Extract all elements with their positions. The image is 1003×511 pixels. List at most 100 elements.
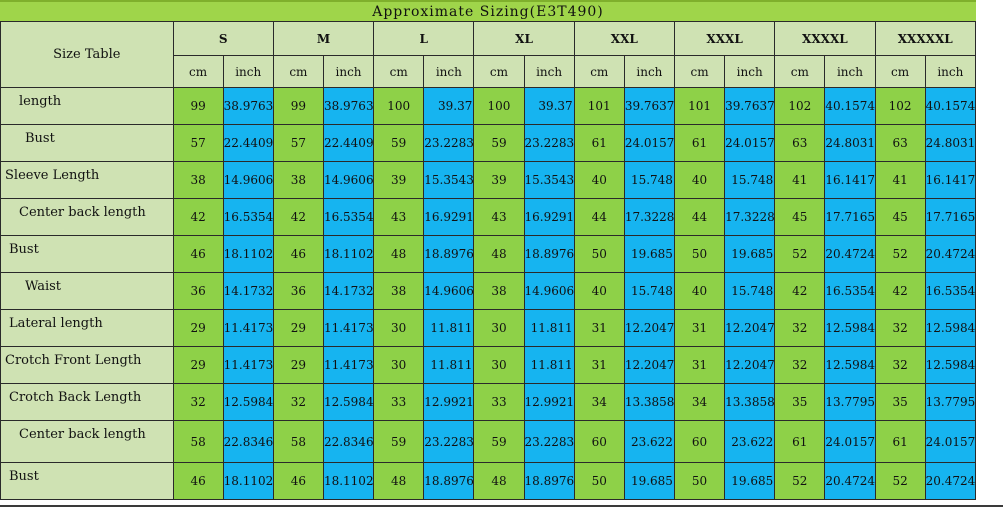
cm-value-cell: 48 (473, 235, 525, 273)
cm-value-cell: 99 (172, 87, 224, 125)
inch-value-cell: 12.5984 (924, 346, 977, 384)
inch-value-cell: 13.7795 (824, 383, 876, 421)
cm-value-cell: 29 (172, 309, 224, 347)
inch-value-cell: 12.9921 (523, 383, 575, 421)
inch-value-cell: 12.9921 (423, 383, 475, 421)
unit-cm-label: cm (373, 55, 425, 88)
inch-value-cell: 20.4724 (824, 462, 876, 500)
cm-value-cell: 30 (373, 309, 425, 347)
cm-value-cell: 63 (774, 124, 826, 162)
cm-value-cell: 32 (172, 383, 224, 421)
size-XXL: XXL (573, 21, 675, 56)
unit-inch-label: inch (924, 55, 977, 88)
cm-value-cell: 63 (874, 124, 926, 162)
inch-value-cell: 12.2047 (724, 346, 776, 384)
inch-value-cell: 24.0157 (724, 124, 776, 162)
inch-value-cell: 16.5354 (924, 272, 977, 310)
size-L: L (373, 21, 475, 56)
cm-value-cell: 43 (473, 198, 525, 236)
unit-cm-label: cm (673, 55, 726, 88)
cm-value-cell: 32 (874, 346, 926, 384)
inch-value-cell: 16.1417 (924, 161, 977, 199)
row-label: Crotch Front Length (0, 346, 174, 384)
inch-value-cell: 23.622 (623, 420, 675, 463)
cm-value-cell: 61 (774, 420, 826, 463)
inch-value-cell: 40.1574 (824, 87, 876, 125)
inch-value-cell: 16.5354 (222, 198, 274, 236)
cm-value-cell: 61 (874, 420, 926, 463)
cm-value-cell: 52 (774, 462, 826, 500)
inch-value-cell: 15.748 (724, 161, 776, 199)
cm-value-cell: 44 (673, 198, 726, 236)
inch-value-cell: 14.1732 (322, 272, 375, 310)
inch-value-cell: 18.8976 (523, 235, 575, 273)
cm-value-cell: 30 (473, 309, 525, 347)
inch-value-cell: 12.5984 (924, 309, 977, 347)
row-label: Center back length (0, 420, 174, 463)
cm-value-cell: 35 (874, 383, 926, 421)
unit-inch-label: inch (222, 55, 274, 88)
inch-value-cell: 15.748 (623, 161, 675, 199)
cm-value-cell: 52 (874, 235, 926, 273)
inch-value-cell: 18.1102 (322, 235, 375, 273)
inch-value-cell: 15.3543 (423, 161, 475, 199)
inch-value-cell: 14.9606 (222, 161, 274, 199)
cm-value-cell: 102 (874, 87, 926, 125)
cm-value-cell: 36 (272, 272, 324, 310)
cm-value-cell: 34 (673, 383, 726, 421)
inch-value-cell: 39.37 (523, 87, 575, 125)
inch-value-cell: 22.8346 (222, 420, 274, 463)
cm-value-cell: 43 (373, 198, 425, 236)
inch-value-cell: 18.8976 (523, 462, 575, 500)
cm-value-cell: 32 (774, 309, 826, 347)
size-table-label: Size Table (0, 21, 174, 88)
inch-value-cell: 14.1732 (222, 272, 274, 310)
inch-value-cell: 39.37 (423, 87, 475, 125)
unit-inch-label: inch (523, 55, 575, 88)
cm-value-cell: 40 (673, 161, 726, 199)
inch-value-cell: 39.7637 (623, 87, 675, 125)
cm-value-cell: 32 (774, 346, 826, 384)
inch-value-cell: 11.811 (523, 309, 575, 347)
cm-value-cell: 45 (874, 198, 926, 236)
cm-value-cell: 31 (673, 309, 726, 347)
size-S: S (172, 21, 274, 56)
row-label: Bust (0, 124, 174, 162)
cm-value-cell: 60 (673, 420, 726, 463)
inch-value-cell: 14.9606 (322, 161, 375, 199)
inch-value-cell: 24.0157 (824, 420, 876, 463)
inch-value-cell: 17.3228 (724, 198, 776, 236)
inch-value-cell: 15.3543 (523, 161, 575, 199)
cm-value-cell: 30 (373, 346, 425, 384)
unit-inch-label: inch (322, 55, 375, 88)
inch-value-cell: 15.748 (724, 272, 776, 310)
cm-value-cell: 59 (373, 420, 425, 463)
row-label: Waist (0, 272, 174, 310)
cm-value-cell: 52 (874, 462, 926, 500)
cm-value-cell: 48 (373, 462, 425, 500)
unit-inch-label: inch (623, 55, 675, 88)
cm-value-cell: 46 (272, 235, 324, 273)
inch-value-cell: 23.2283 (523, 124, 575, 162)
cm-value-cell: 59 (473, 124, 525, 162)
inch-value-cell: 13.7795 (924, 383, 977, 421)
inch-value-cell: 12.5984 (824, 346, 876, 384)
cm-value-cell: 40 (673, 272, 726, 310)
inch-value-cell: 14.9606 (523, 272, 575, 310)
cm-value-cell: 38 (272, 161, 324, 199)
inch-value-cell: 20.4724 (924, 235, 977, 273)
cm-value-cell: 101 (573, 87, 625, 125)
inch-value-cell: 11.4173 (222, 346, 274, 384)
table-row: Sleeve Length 38 14.9606 38 14.9606 39 15.3543… (0, 161, 977, 199)
cm-value-cell: 52 (774, 235, 826, 273)
cm-value-cell: 50 (573, 235, 625, 273)
row-label: Lateral length (0, 309, 174, 347)
inch-value-cell: 12.2047 (623, 346, 675, 384)
cm-value-cell: 29 (272, 309, 324, 347)
table-row: Bust 46 18.1102 46 18.1102 48 18.8976 48 18.8976… (0, 235, 977, 273)
cm-value-cell: 102 (774, 87, 826, 125)
table-row: Crotch Front Length 29 11.4173 29 11.4173 30 1… (0, 346, 977, 384)
inch-value-cell: 12.5984 (824, 309, 876, 347)
bottom-divider (0, 505, 1003, 507)
cm-value-cell: 39 (473, 161, 525, 199)
